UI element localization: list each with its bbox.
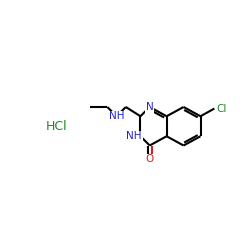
Text: N: N bbox=[146, 102, 154, 112]
Text: O: O bbox=[146, 154, 154, 164]
Text: Cl: Cl bbox=[216, 104, 226, 114]
Text: NH: NH bbox=[126, 131, 142, 141]
Text: HCl: HCl bbox=[46, 120, 67, 133]
Text: NH: NH bbox=[109, 111, 124, 121]
